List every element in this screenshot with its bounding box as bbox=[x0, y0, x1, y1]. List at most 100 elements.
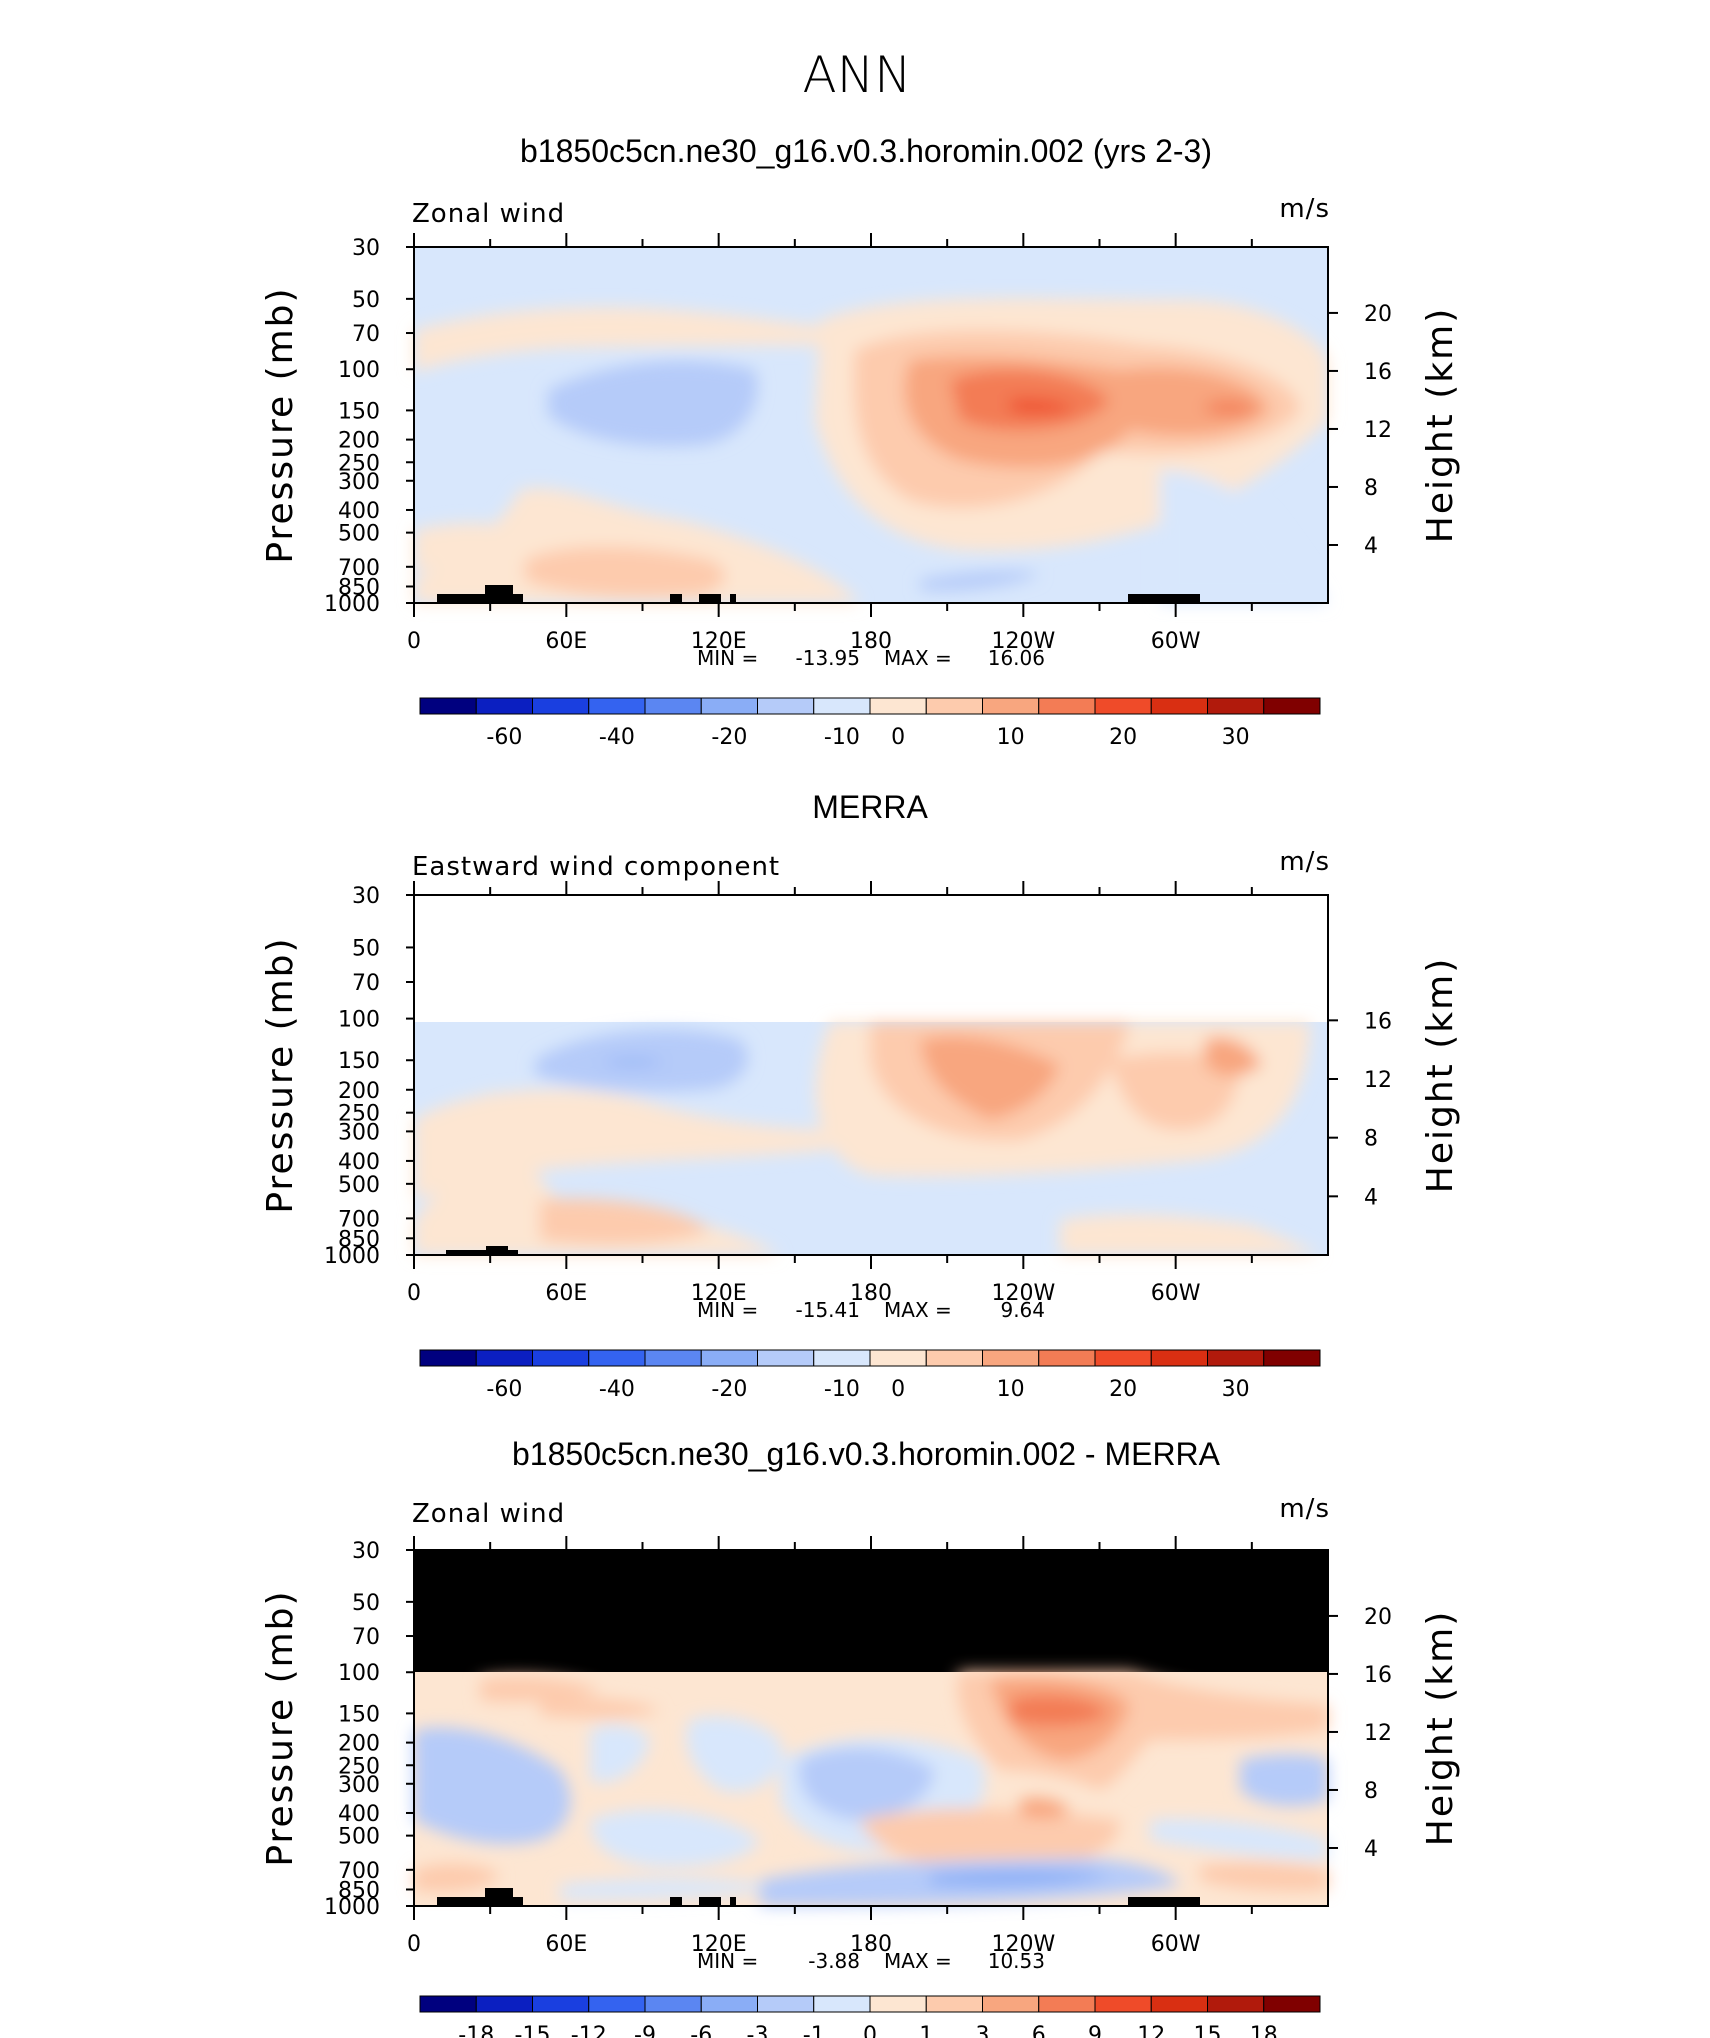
panel-1-xtick-label: 180 bbox=[850, 629, 892, 654]
panel-2-left-label: Eastward wind component bbox=[412, 852, 780, 882]
panel-3-ytick-label: 70 bbox=[352, 1625, 380, 1650]
panel-3-ylabel: Pressure (mb) bbox=[260, 1589, 301, 1866]
panel-1-y2tick-label: 20 bbox=[1364, 302, 1392, 327]
colorbar-label: 1 bbox=[919, 2023, 933, 2038]
colorbar-swatch bbox=[813, 1995, 871, 2013]
panel-2-xtick-label: 0 bbox=[407, 1281, 421, 1306]
panel-3-ytick-label: 200 bbox=[338, 1732, 380, 1757]
panel-3-ytick-label: 30 bbox=[352, 1539, 380, 1564]
panel-3-xtick-label: 60W bbox=[1151, 1932, 1201, 1957]
panel-1-ytick-label: 500 bbox=[338, 522, 380, 547]
colorbar-label: -10 bbox=[824, 1377, 860, 1402]
colorbar-label: 10 bbox=[997, 725, 1025, 750]
colorbar-swatch bbox=[644, 1995, 702, 2013]
colorbar-label: -12 bbox=[571, 2023, 607, 2038]
colorbar-swatch bbox=[419, 697, 477, 715]
panel-1-ytick-label: 50 bbox=[352, 288, 380, 313]
panel-1-xtick-label: 0 bbox=[407, 629, 421, 654]
panel-1-colorbar: -60 -40 -20 -10 0 10 20 30 bbox=[419, 697, 1321, 750]
panel-3-y2tick-label: 4 bbox=[1364, 1837, 1378, 1862]
panel-2-max-value: 9.64 bbox=[1000, 1298, 1045, 1322]
colorbar-swatch bbox=[700, 1995, 758, 2013]
panel-1-left-label: Zonal wind bbox=[412, 199, 565, 229]
panel-1-y2tick-label: 4 bbox=[1364, 534, 1378, 559]
panel-2-y2tick-label: 4 bbox=[1364, 1185, 1378, 1210]
panel-2-min-label: MIN = bbox=[697, 1298, 758, 1322]
colorbar-label: -20 bbox=[711, 725, 747, 750]
panel-3-left-label: Zonal wind bbox=[412, 1499, 565, 1529]
colorbar-swatch bbox=[869, 1349, 927, 1367]
panel-1-max-value: 16.06 bbox=[988, 646, 1045, 670]
colorbar-label: 10 bbox=[997, 1377, 1025, 1402]
panel-1-min-label: MIN = bbox=[697, 646, 758, 670]
colorbar-label: 20 bbox=[1109, 725, 1137, 750]
colorbar-swatch bbox=[1094, 1349, 1152, 1367]
panel-1-ytick-label: 850 bbox=[338, 576, 380, 601]
colorbar-label: 9 bbox=[1088, 2023, 1102, 2038]
colorbar-swatch bbox=[1038, 1995, 1096, 2013]
panel-3-xtick-label: 60E bbox=[545, 1932, 587, 1957]
colorbar-label: 6 bbox=[1032, 2023, 1046, 2038]
panel-1-right-label: m/s bbox=[1279, 194, 1330, 224]
panel-3-ytick-label: 700 bbox=[338, 1859, 380, 1884]
panel-1-ylabel: Pressure (mb) bbox=[260, 286, 301, 563]
colorbar-label: -60 bbox=[486, 1377, 522, 1402]
colorbar-label: -1 bbox=[803, 2023, 825, 2038]
panel-3-colorbar: -18 -15 -12 -9 -6 -3 -1 0 1 3 6 9 12 15 18 bbox=[419, 1995, 1321, 2038]
panel-3-ytick-label: 850 bbox=[338, 1879, 380, 1904]
colorbar-swatch bbox=[588, 697, 646, 715]
colorbar-swatch bbox=[982, 697, 1040, 715]
panel-1-title: b1850c5cn.ne30_g16.v0.3.horomin.002 (yrs… bbox=[520, 133, 1212, 169]
panel-1-ytick-label: 400 bbox=[338, 499, 380, 524]
colorbar-swatch bbox=[475, 697, 533, 715]
panel-3-xtick-label: 120E bbox=[691, 1932, 747, 1957]
colorbar-swatch bbox=[1150, 1349, 1208, 1367]
panel-2-y2tick-label: 12 bbox=[1364, 1068, 1392, 1093]
colorbar-swatch bbox=[1150, 1995, 1208, 2013]
colorbar-swatch bbox=[813, 697, 871, 715]
colorbar-label: -10 bbox=[824, 725, 860, 750]
colorbar-swatch bbox=[1150, 697, 1208, 715]
colorbars: -60 -40 -20 -10 0 10 20 30-60 -40 -20 -10 0 10 20 30-1… bbox=[419, 697, 1321, 2038]
panel-3-ytick-label: 100 bbox=[338, 1661, 380, 1686]
colorbar-swatch bbox=[1207, 697, 1265, 715]
panel-3-ytick-label: 1000 bbox=[324, 1895, 380, 1920]
colorbar-label: -18 bbox=[458, 2023, 494, 2038]
panel-2-ytick-label: 100 bbox=[338, 1008, 380, 1033]
panel-2-ytick-label: 1000 bbox=[324, 1244, 380, 1269]
panel-2-y2tick-label: 16 bbox=[1364, 1009, 1392, 1034]
panel-1-y2tick-label: 12 bbox=[1364, 418, 1392, 443]
panel-2-ytick-label: 150 bbox=[338, 1049, 380, 1074]
panel-3-y2label: Height (km) bbox=[1420, 1610, 1461, 1846]
panel-1-min-value: -13.95 bbox=[796, 646, 860, 670]
colorbar-swatch bbox=[1263, 1349, 1321, 1367]
colorbar-swatch bbox=[925, 1995, 983, 2013]
colorbar-label: -6 bbox=[690, 2023, 712, 2038]
panel-3: b1850c5cn.ne30_g16.v0.3.horomin.002 - ME… bbox=[260, 1436, 1461, 1973]
colorbar-label: 30 bbox=[1222, 1377, 1250, 1402]
panel-1-field bbox=[414, 247, 1328, 603]
colorbar-swatch bbox=[700, 697, 758, 715]
panel-2-ytick-label: 300 bbox=[338, 1120, 380, 1145]
panel-3-y2tick-label: 20 bbox=[1364, 1605, 1392, 1630]
panel-1-ytick-label: 70 bbox=[352, 322, 380, 347]
panel-2-ytick-label: 30 bbox=[352, 884, 380, 909]
colorbar-label: -40 bbox=[599, 725, 635, 750]
panel-2-y2label: Height (km) bbox=[1420, 957, 1461, 1193]
panel-1-xtick-label: 120E bbox=[691, 629, 747, 654]
panel-2-min-value: -15.41 bbox=[796, 1298, 860, 1322]
colorbar-label: -15 bbox=[515, 2023, 551, 2038]
panel-3-min-label: MIN = bbox=[697, 1949, 758, 1973]
panel-3-ytick-label: 50 bbox=[352, 1591, 380, 1616]
colorbar-label: -3 bbox=[747, 2023, 769, 2038]
panel-3-y2tick-label: 8 bbox=[1364, 1779, 1378, 1804]
colorbar-label: 12 bbox=[1137, 2023, 1165, 2038]
colorbar-swatch bbox=[1038, 697, 1096, 715]
colorbar-swatch bbox=[700, 1349, 758, 1367]
panel-3-title: b1850c5cn.ne30_g16.v0.3.horomin.002 - ME… bbox=[512, 1436, 1221, 1472]
panel-2-xtick-label: 120W bbox=[991, 1281, 1055, 1306]
panel-2-ytick-label: 700 bbox=[338, 1207, 380, 1232]
panel-3-ytick-label: 300 bbox=[338, 1773, 380, 1798]
colorbar-label: 30 bbox=[1222, 725, 1250, 750]
